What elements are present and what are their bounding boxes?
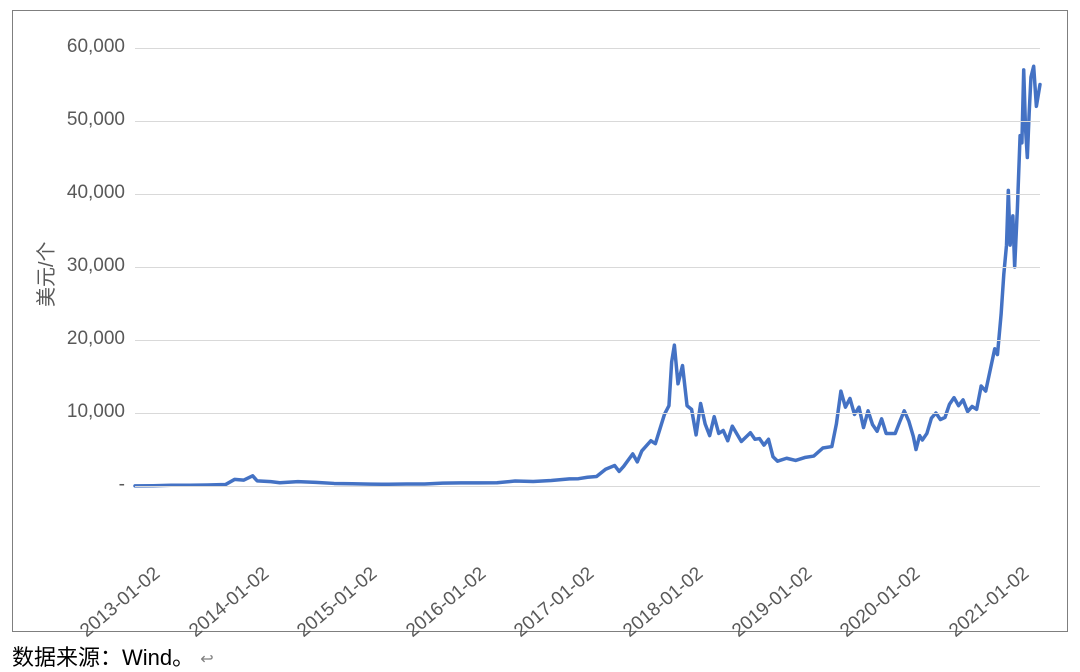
source-text: 数据来源：Wind。 (12, 645, 194, 670)
gridline (135, 121, 1040, 122)
y-tick-label: 20,000 (45, 328, 125, 350)
y-tick-label: 40,000 (45, 182, 125, 204)
gridline (135, 267, 1040, 268)
gridline (135, 48, 1040, 49)
gridline (135, 340, 1040, 341)
gridline (135, 413, 1040, 414)
plot-area (135, 48, 1040, 486)
y-tick-label: 50,000 (45, 109, 125, 131)
y-tick-label: - (45, 474, 125, 496)
y-tick-label: 60,000 (45, 36, 125, 58)
gridline (135, 194, 1040, 195)
source-note: 数据来源：Wind。 ↩ (12, 640, 214, 672)
return-glyph: ↩ (200, 651, 213, 668)
price-line (135, 66, 1040, 486)
gridline (135, 486, 1040, 487)
y-tick-label: 10,000 (45, 401, 125, 423)
y-tick-label: 30,000 (45, 255, 125, 277)
